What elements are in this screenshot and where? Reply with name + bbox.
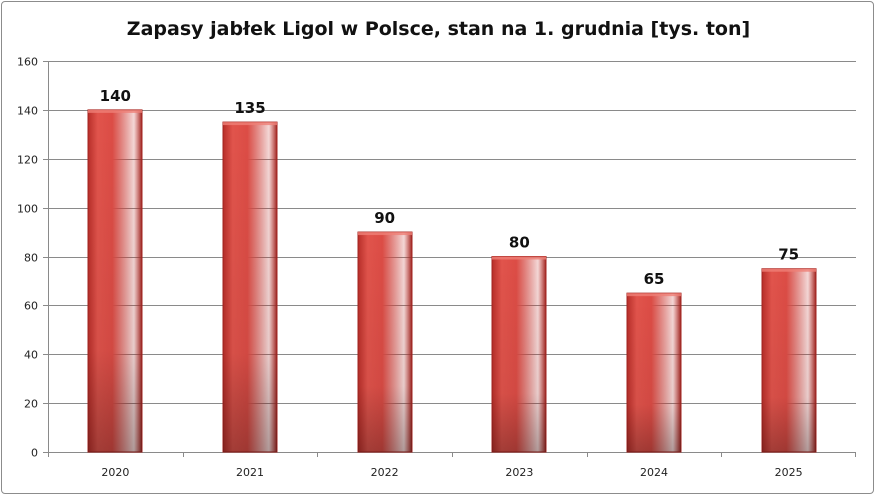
y-tick-label: 20 — [24, 398, 38, 411]
x-tick-label: 2025 — [775, 466, 803, 479]
x-tick-label: 2023 — [505, 466, 533, 479]
y-tick-label: 80 — [24, 252, 38, 265]
data-label: 90 — [374, 209, 395, 227]
bar-top-2024 — [627, 293, 681, 297]
bar-top-2022 — [358, 232, 412, 236]
bar-shade-2025 — [762, 268, 816, 452]
y-tick-label: 0 — [31, 447, 38, 460]
y-tick-label: 160 — [17, 56, 38, 69]
x-tick-label: 2020 — [101, 466, 129, 479]
chart-title: Zapasy jabłek Ligol w Polsce, stan na 1.… — [126, 18, 751, 40]
bar-shade-2024 — [627, 293, 681, 452]
data-label: 80 — [509, 234, 530, 252]
data-label: 65 — [644, 270, 665, 288]
y-tick-label: 40 — [24, 349, 38, 362]
bar-top-2021 — [223, 122, 277, 126]
bar-top-2023 — [492, 256, 546, 260]
bar-shade-2022 — [358, 232, 412, 452]
x-tick-label: 2022 — [371, 466, 399, 479]
y-tick-label: 60 — [24, 300, 38, 313]
x-tick-label: 2021 — [236, 466, 264, 479]
gridlines — [48, 61, 856, 404]
axes: 0 20 40 60 80 100 120 140 160 2020 2021 2022 2023 202… — [17, 56, 856, 479]
y-tick-label: 120 — [17, 154, 38, 167]
data-label: 75 — [778, 246, 799, 264]
y-tick-label: 140 — [17, 105, 38, 118]
bar-shade-2020 — [88, 109, 142, 452]
bar-top-2025 — [762, 268, 816, 272]
data-label: 140 — [100, 87, 131, 105]
bar-shade-2023 — [492, 256, 546, 452]
bars — [87, 109, 817, 453]
data-label: 135 — [234, 99, 265, 117]
bar-shade-2021 — [223, 122, 277, 452]
x-tick-label: 2024 — [640, 466, 668, 479]
data-labels: 140 135 90 80 65 75 — [100, 87, 799, 288]
bar-top-2020 — [88, 109, 142, 113]
y-tick-label: 100 — [17, 203, 38, 216]
